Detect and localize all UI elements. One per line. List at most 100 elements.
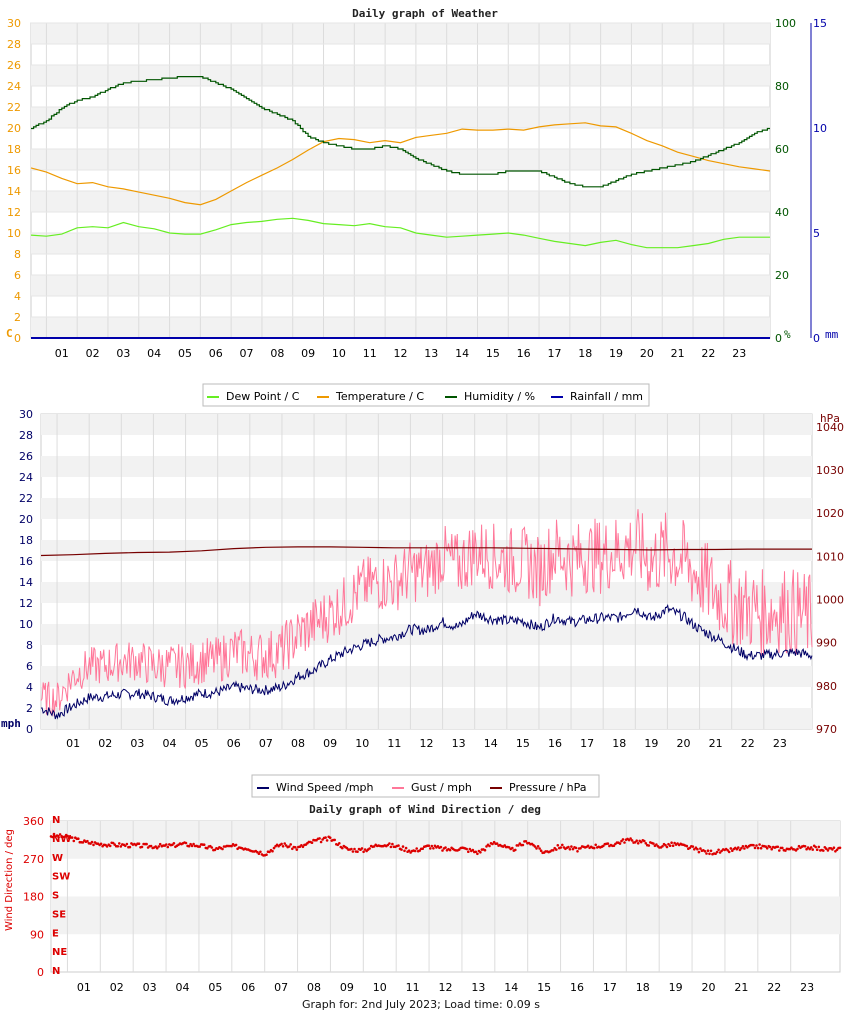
time-axis-tick: 17 [580,737,594,750]
wind-axis-tick: 12 [19,597,33,610]
wind-unit-label: mph [1,717,21,730]
direction-point [765,847,769,850]
direction-point [661,845,664,848]
direction-point [140,845,144,849]
direction-point [665,845,669,849]
direction-point [210,846,214,849]
temp-axis-tick: 24 [7,80,21,93]
pressure-unit-label: hPa [820,412,840,425]
time-axis-tick: 03 [143,981,157,994]
direction-point [655,843,658,846]
wind-axis-tick: 28 [19,429,33,442]
pressure-axis-tick: 1010 [816,550,844,563]
time-axis-tick: 16 [570,981,584,994]
time-axis-tick: 18 [578,347,592,360]
temperature-series [30,122,771,206]
direction-point [826,849,830,852]
direction-point [57,836,60,839]
wind-axis-tick: 4 [26,681,33,694]
direction-point [166,845,170,849]
temp-axis-tick: 18 [7,143,21,156]
humidity-series [31,76,770,188]
temp-axis-tick: 10 [7,227,21,240]
time-axis-tick: 10 [332,347,346,360]
time-axis-tick: 14 [484,737,498,750]
direction-point [483,848,487,852]
direction-point [310,841,314,844]
temp-axis-tick: 4 [14,290,21,303]
direction-point [643,839,646,843]
direction-point [561,843,564,847]
rain-axis-tick: 15 [813,17,827,30]
time-axis-tick: 19 [669,981,683,994]
direction-point [571,847,575,851]
time-axis-tick: 16 [548,737,562,750]
humidity-axis-tick: 40 [775,206,789,219]
wind-axis-tick: 24 [19,471,33,484]
direction-point [731,849,734,852]
direction-point [809,846,813,849]
direction-point [92,843,95,847]
temp-axis-tick: 0 [14,332,21,345]
direction-point [202,843,206,846]
direction-point [287,845,291,848]
direction-point [145,842,148,846]
direction-point [400,848,403,851]
direction-point [832,846,836,849]
direction-point [759,846,763,850]
direction-point [418,849,422,852]
direction-point [620,839,623,843]
time-axis-tick: 01 [55,347,69,360]
direction-point [670,841,673,844]
direction-point [118,842,121,845]
wind-axis-tick: 16 [19,555,33,568]
time-axis-tick: 08 [307,981,321,994]
direction-point [421,847,425,850]
direction-point [574,846,578,850]
direction-point [639,840,643,844]
legend-temperature: Temperature / C [335,390,424,403]
direction-point [77,837,80,840]
direction-point [441,849,444,852]
wind-axis-tick: 18 [19,534,33,547]
pressure-axis-tick: 1020 [816,507,844,520]
temp-axis-tick: 6 [14,269,21,282]
time-axis-tick: 08 [270,347,284,360]
direction-point [822,849,825,852]
wind-direction-title: Daily graph of Wind Direction / deg [309,803,541,816]
wind-chart: 0246810121416182022242628309709809901000… [1,408,844,798]
direction-point [125,842,129,846]
direction-point [189,842,192,846]
compass-label: SE [52,909,66,920]
direction-point [58,833,62,836]
direction-point [356,850,359,853]
temp-axis-tick: 28 [7,38,21,51]
direction-point [743,847,746,850]
time-axis-tick: 04 [176,981,190,994]
direction-point [301,845,305,849]
temp-axis-tick: 30 [7,17,21,30]
direction-point [755,844,758,847]
direction-point [471,848,475,852]
direction-point [521,843,525,847]
direction-point [756,846,760,850]
direction-point [116,845,120,848]
direction-point [612,844,616,847]
wind-direction-chart: Daily graph of Wind Direction / deg 0901… [4,803,842,994]
wind-speed-series [40,604,813,720]
gust-series [40,509,813,717]
compass-label: NE [52,947,67,958]
direction-point [630,839,634,842]
direction-point [671,844,675,847]
direction-point [51,835,54,839]
time-axis-tick: 10 [355,737,369,750]
time-axis-tick: 23 [800,981,814,994]
humidity-axis-tick: 100 [775,17,796,30]
direction-point [404,846,408,850]
time-axis-tick: 21 [671,347,685,360]
direction-point [514,848,517,852]
direction-point [539,849,543,852]
direction-point [325,839,329,842]
time-axis-tick: 05 [208,981,222,994]
